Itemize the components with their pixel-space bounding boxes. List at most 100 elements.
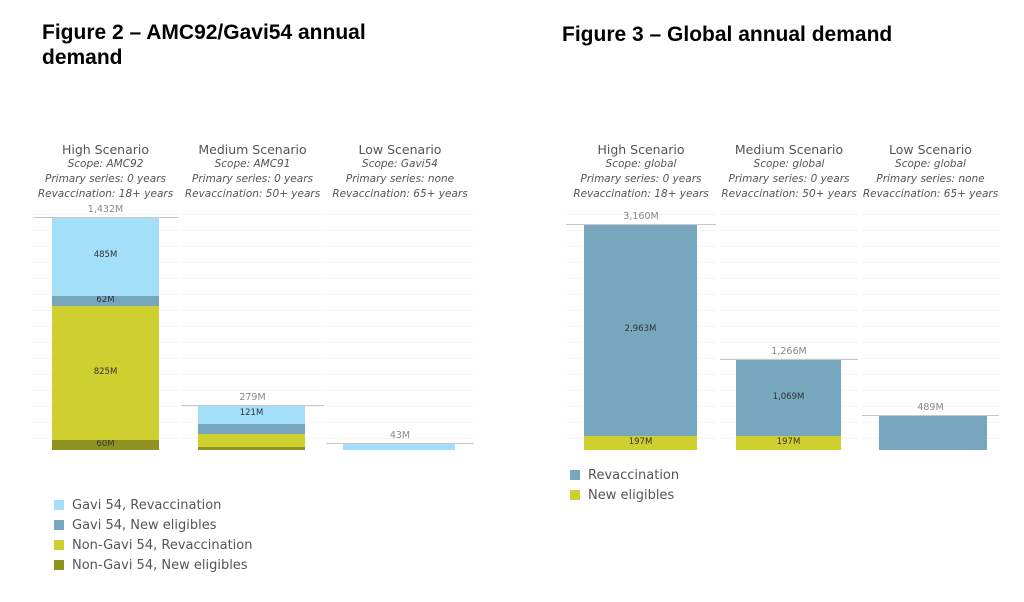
legend-swatch xyxy=(54,540,64,550)
bar-segment: 121M xyxy=(198,404,305,425)
scenario-scope: Scope: AMC91 xyxy=(214,158,291,170)
scenario-plot: 489M xyxy=(862,205,999,450)
scenario-title: High Scenario xyxy=(61,142,150,157)
bar-segment xyxy=(879,415,987,450)
gridline xyxy=(720,262,858,263)
bar-segment: 1,069M xyxy=(736,359,841,436)
bar-segment: 485M xyxy=(52,217,159,296)
total-label: 3,160M xyxy=(623,211,659,222)
legend-label: Non-Gavi 54, Revaccination xyxy=(72,538,253,553)
gridline xyxy=(862,214,999,215)
legend-swatch xyxy=(570,490,580,500)
gridline xyxy=(181,374,324,375)
scenario-primary-series: Primary series: 0 years xyxy=(728,173,850,185)
gridline xyxy=(862,278,999,279)
bar-segment xyxy=(198,434,305,447)
scenario-header: High Scenario Scope: global Primary series… xyxy=(556,142,726,202)
gridline xyxy=(181,294,324,295)
total-label: 1,266M xyxy=(771,346,807,358)
bar-segment: 197M xyxy=(584,435,697,450)
bar-segment xyxy=(343,443,455,450)
gridline xyxy=(181,310,324,311)
gridline xyxy=(181,246,324,247)
scenario-plot: 197M 2,963M 3,160M xyxy=(566,205,716,450)
gridline xyxy=(181,278,324,279)
scenario-primary-series: Primary series: none xyxy=(876,173,985,185)
legend-swatch xyxy=(54,500,64,510)
legend-item: Non-Gavi 54, New eligibles xyxy=(54,556,253,576)
gridline xyxy=(720,214,858,215)
gridline xyxy=(326,342,474,343)
scenario-scope: Scope: global xyxy=(895,158,966,170)
scenario-header: High Scenario Scope: AMC92 Primary series:… xyxy=(23,142,188,202)
legend-swatch xyxy=(570,470,580,480)
gridline xyxy=(862,230,999,231)
gridline xyxy=(181,358,324,359)
gridline xyxy=(862,310,999,311)
total-label: 489M xyxy=(917,402,944,414)
scenario-plot: 197M 1,069M 1,266M xyxy=(720,205,858,450)
scenario-revaccination: Revaccination: 50+ years xyxy=(184,188,321,200)
gridline xyxy=(326,262,474,263)
bar-segment: 825M xyxy=(52,306,159,441)
gridline xyxy=(720,294,858,295)
scenario-revaccination: Revaccination: 50+ years xyxy=(721,188,857,200)
scenario-title: Medium Scenario xyxy=(198,142,307,157)
gridline xyxy=(720,310,858,311)
scenario-header: Medium Scenario Scope: AMC91 Primary serie… xyxy=(171,142,334,202)
segment-label: 197M xyxy=(628,436,653,447)
scenario-revaccination: Revaccination: 18+ years xyxy=(573,188,709,200)
scenario-title: Medium Scenario xyxy=(734,142,844,157)
legend-label: New eligibles xyxy=(588,488,675,503)
total-label: 279M xyxy=(239,391,266,403)
gridline xyxy=(720,246,858,247)
legend-item: Gavi 54, New eligibles xyxy=(54,516,253,536)
gridline xyxy=(720,342,858,343)
scenario-primary-series: Primary series: none xyxy=(345,173,455,185)
gridline xyxy=(181,390,324,391)
gridline xyxy=(326,214,474,215)
scenario-revaccination: Revaccination: 65+ years xyxy=(862,188,999,200)
segment-label: 197M xyxy=(776,436,801,447)
total-reference-line xyxy=(720,359,858,361)
gridline xyxy=(566,214,716,215)
total-reference-line xyxy=(862,415,999,417)
gridline xyxy=(720,230,858,231)
total-label: 1,432M xyxy=(87,204,124,215)
legend-label: Gavi 54, New eligibles xyxy=(72,518,217,533)
gridline xyxy=(720,326,858,327)
total-label: 43M xyxy=(389,430,411,441)
gridline xyxy=(862,358,999,359)
total-reference-line xyxy=(566,224,716,225)
scenario-plot: 60M 825M 62M 485M 1,432M xyxy=(33,202,178,450)
legend: Revaccination New eligibles xyxy=(570,466,679,506)
gridline xyxy=(862,262,999,263)
gridline xyxy=(326,310,474,311)
segment-label: 62M xyxy=(96,294,115,305)
scenario-title: Low Scenario xyxy=(358,142,442,157)
segment-label: 121M xyxy=(239,408,264,419)
gridline xyxy=(326,230,474,231)
legend: Gavi 54, Revaccination Gavi 54, New eligi… xyxy=(54,496,253,576)
legend-item: Revaccination xyxy=(570,466,679,486)
gridline xyxy=(326,326,474,327)
figure-title: Figure 3 – Global annual demand xyxy=(562,23,893,46)
segment-label: 60M xyxy=(96,439,115,450)
scenario-header: Medium Scenario Scope: global Primary seri… xyxy=(710,142,868,202)
gridline xyxy=(326,406,474,407)
gridline xyxy=(181,214,324,215)
gridline xyxy=(862,342,999,343)
gridline xyxy=(326,438,474,439)
bar-segment: 197M xyxy=(736,435,841,450)
scenario-title: Low Scenario xyxy=(889,142,972,157)
legend-label: Revaccination xyxy=(588,468,680,483)
gridline xyxy=(326,246,474,247)
bar-segment xyxy=(198,446,305,450)
gridline xyxy=(181,326,324,327)
bar-segment: 62M xyxy=(52,294,159,306)
scenario-revaccination: Revaccination: 18+ years xyxy=(37,188,174,200)
legend-label: Non-Gavi 54, New eligibles xyxy=(72,558,248,573)
segment-label: 485M xyxy=(93,250,118,261)
gridline xyxy=(326,390,474,391)
scenario-primary-series: Primary series: 0 years xyxy=(580,173,702,185)
